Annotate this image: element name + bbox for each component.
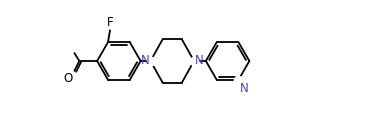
Text: N: N [141, 54, 149, 68]
Text: N: N [195, 54, 204, 68]
Text: N: N [240, 82, 248, 95]
Text: O: O [63, 72, 72, 85]
Text: F: F [107, 16, 113, 29]
